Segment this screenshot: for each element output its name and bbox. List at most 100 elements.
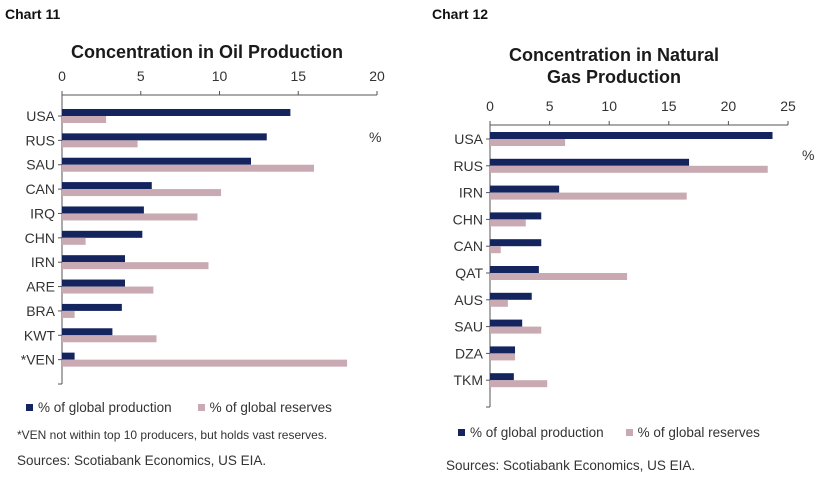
category-label: CHN: [453, 211, 483, 227]
chart-source: Sources: Scotiabank Economics, US EIA.: [446, 458, 696, 473]
bar-reserves: [62, 164, 314, 172]
unit-label: %: [802, 147, 814, 163]
bar-reserves: [62, 116, 107, 123]
category-label: IRQ: [30, 205, 55, 221]
category-label: IRN: [31, 254, 55, 270]
bar-reserves: [490, 246, 501, 254]
x-tick-label: 0: [486, 98, 494, 114]
bar-production: [62, 303, 122, 311]
bar-reserves: [490, 326, 542, 334]
chart-number-label: Chart 11: [5, 6, 61, 22]
x-tick-label: 15: [661, 98, 677, 114]
legend-item-reserves: % of global reserves: [197, 400, 332, 415]
bar-production: [62, 182, 152, 190]
chart-source: Sources: Scotiabank Economics, US EIA.: [17, 453, 267, 468]
bar-reserves: [62, 140, 138, 148]
bar-reserves: [490, 299, 508, 307]
bar-production: [62, 206, 144, 214]
category-label: IRN: [459, 185, 483, 201]
legend-label-reserves: % of global reserves: [209, 400, 332, 415]
x-tick-label: 5: [546, 98, 554, 114]
bar-production: [490, 239, 542, 247]
legend-item-reserves: % of global reserves: [625, 425, 760, 440]
bar-production: [490, 292, 532, 300]
bar-production: [490, 158, 690, 166]
legend-label-production: % of global production: [38, 400, 172, 415]
category-label: USA: [454, 131, 483, 147]
x-tick-label: 10: [212, 68, 228, 84]
category-label: AUS: [454, 292, 483, 308]
chart-panel-oil: Chart 11 Concentration in Oil Production…: [5, 6, 385, 468]
category-label: QAT: [455, 265, 483, 281]
bar-production: [62, 230, 143, 238]
bar-reserves: [62, 310, 75, 318]
x-tick-label: 20: [369, 68, 385, 84]
legend-swatch-production: [458, 429, 465, 436]
x-tick-label: 0: [58, 68, 66, 84]
bar-reserves: [62, 335, 157, 343]
chart-number-label: Chart 12: [432, 6, 489, 22]
category-label: BRA: [26, 303, 55, 319]
x-tick-label: 25: [780, 98, 796, 114]
bar-reserves: [490, 219, 526, 227]
bar-production: [62, 109, 291, 116]
bar-reserves: [490, 139, 566, 146]
chart-legend: % of global production % of global reser…: [458, 425, 760, 440]
category-label: RUS: [25, 132, 55, 148]
category-label: KWT: [24, 327, 56, 343]
bar-reserves: [490, 380, 548, 388]
category-label: SAU: [26, 157, 55, 173]
category-label: RUS: [453, 158, 483, 174]
bar-production: [62, 352, 75, 360]
category-label: TKM: [453, 372, 483, 388]
bar-production: [490, 266, 539, 273]
bar-production: [490, 373, 514, 381]
legend-swatch-reserves: [197, 404, 205, 411]
bar-production: [62, 157, 251, 165]
chart-panel-gas: Chart 12 Concentration in Natural Gas Pr…: [414, 0, 828, 482]
bar-production: [490, 212, 542, 220]
bar-production: [490, 185, 560, 193]
bar-reserves: [62, 262, 209, 270]
bar-reserves: [62, 189, 222, 197]
category-label: DZA: [455, 345, 484, 361]
bar-production: [62, 255, 125, 263]
bar-production: [62, 133, 267, 141]
legend-label-production: % of global production: [470, 425, 604, 440]
x-tick-label: 5: [137, 68, 145, 84]
x-tick-label: 20: [721, 98, 737, 114]
legend-item-production: % of global production: [458, 425, 604, 440]
bar-production: [62, 328, 113, 336]
bar-production: [490, 346, 516, 354]
x-tick-label: 10: [601, 98, 617, 114]
bar-production: [62, 279, 125, 287]
chart-legend: % of global production % of global reser…: [26, 400, 332, 415]
bar-reserves: [62, 286, 154, 294]
category-label: CAN: [453, 238, 483, 254]
category-label: CAN: [25, 181, 55, 197]
legend-item-production: % of global production: [26, 400, 172, 415]
gas-bar-chart: 0 5 10 15 20 25% USA RUS IRN CHN CAN QAT AUS SAU DZA TK…: [453, 98, 814, 408]
bar-production: [490, 319, 523, 327]
category-label: *VEN: [21, 352, 55, 368]
bar-reserves: [490, 273, 628, 280]
oil-bar-chart: 0 5 10 15 20% USA RUS SAU CAN IRQ CHN IRN ARE BRA KWT *…: [21, 68, 385, 385]
unit-label: %: [369, 129, 381, 145]
bar-reserves: [62, 359, 348, 367]
bar-reserves: [62, 213, 198, 221]
legend-swatch-reserves: [625, 429, 633, 436]
legend-swatch-production: [26, 404, 33, 411]
chart-footnote: *VEN not within top 10 producers, but ho…: [17, 428, 328, 442]
bar-reserves: [490, 353, 516, 361]
category-label: ARE: [26, 279, 55, 295]
category-label: USA: [26, 108, 55, 124]
chart-title: Concentration in Natural Gas Production: [508, 45, 719, 87]
x-tick-label: 15: [290, 68, 306, 84]
bar-reserves: [490, 192, 687, 200]
bar-reserves: [62, 237, 86, 245]
bar-reserves: [490, 165, 768, 173]
category-label: CHN: [25, 230, 55, 246]
category-label: SAU: [454, 319, 483, 335]
bar-production: [490, 132, 773, 139]
legend-label-reserves: % of global reserves: [637, 425, 760, 440]
